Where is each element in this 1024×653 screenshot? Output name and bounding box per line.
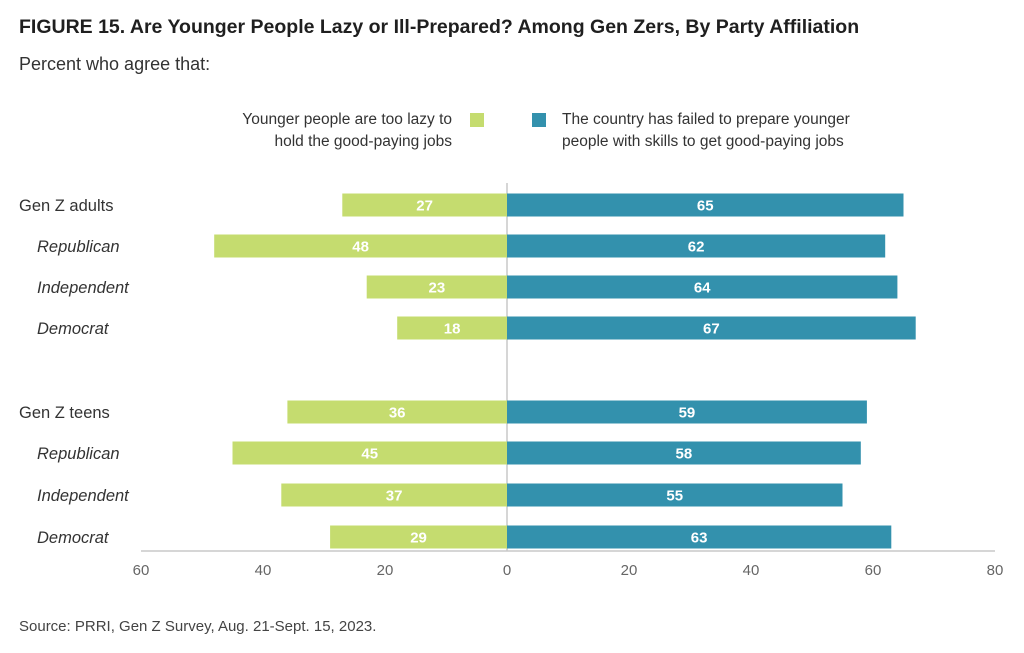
bar-lazy-value: 37	[386, 488, 403, 505]
bar-lazy	[330, 525, 507, 549]
subgroup-label: Democrat	[37, 529, 110, 547]
legend-failed-swatch	[532, 113, 546, 127]
source-note: Source: PRRI, Gen Z Survey, Aug. 21-Sept…	[19, 618, 377, 635]
bar-lazy-value: 36	[389, 405, 406, 422]
x-tick-label: 60	[865, 562, 882, 579]
diverging-bar-chart: 60 40 20 0 20 40 60 80 Gen Z adults 27 65 Republica…	[19, 183, 1004, 579]
bar-lazy-value: 18	[444, 321, 461, 338]
bar-failed	[507, 400, 867, 424]
bar-failed-value: 62	[688, 239, 705, 256]
bar-failed-value: 59	[679, 405, 696, 422]
subgroup-label: Democrat	[37, 320, 110, 338]
x-tick-label: 0	[503, 562, 511, 579]
legend-lazy-line2: hold the good-paying jobs	[274, 133, 452, 150]
x-tick-label: 20	[621, 562, 638, 579]
group-label: Gen Z teens	[19, 404, 110, 422]
x-tick-label: 60	[133, 562, 150, 579]
bar-lazy	[342, 193, 507, 217]
x-tick-label: 80	[987, 562, 1004, 579]
bar-lazy-value: 45	[361, 446, 378, 463]
x-tick-label: 40	[255, 562, 272, 579]
bar-lazy	[281, 483, 507, 507]
legend-lazy-swatch	[470, 113, 484, 127]
x-tick-label: 20	[377, 562, 394, 579]
bar-lazy-value: 29	[410, 530, 427, 547]
subgroup-label: Independent	[37, 487, 130, 505]
bar-failed-value: 67	[703, 321, 720, 338]
legend-lazy-line1: Younger people are too lazy to	[242, 111, 452, 128]
bar-lazy	[397, 316, 507, 340]
subgroup-label: Republican	[37, 238, 120, 256]
bar-lazy	[214, 234, 507, 258]
bar-lazy-value: 48	[352, 239, 369, 256]
bar-lazy-value: 23	[429, 280, 446, 297]
bar-failed-value: 58	[676, 446, 693, 463]
bar-lazy	[232, 441, 507, 465]
bar-failed	[507, 316, 916, 340]
bar-failed	[507, 483, 843, 507]
legend-failed-line1: The country has failed to prepare younge…	[562, 111, 850, 128]
group-label: Gen Z adults	[19, 197, 113, 215]
chart-subtitle: Percent who agree that:	[19, 54, 211, 74]
bar-failed-value: 65	[697, 198, 714, 215]
bar-lazy	[366, 275, 507, 299]
bar-failed	[507, 193, 904, 217]
bar-lazy	[287, 400, 507, 424]
legend-lazy: Younger people are too lazy to hold the …	[242, 109, 452, 153]
bar-failed	[507, 275, 898, 299]
bar-failed	[507, 234, 886, 258]
chart-title: FIGURE 15. Are Younger People Lazy or Il…	[19, 16, 860, 38]
subgroup-label: Republican	[37, 445, 120, 463]
subgroup-label: Independent	[37, 279, 130, 297]
bar-failed-value: 64	[694, 280, 711, 297]
x-tick-label: 40	[743, 562, 760, 579]
legend-failed: The country has failed to prepare younge…	[562, 109, 850, 153]
bar-failed	[507, 525, 892, 549]
bar-failed-value: 63	[691, 530, 708, 547]
bar-failed	[507, 441, 861, 465]
bar-lazy-value: 27	[416, 198, 433, 215]
legend-failed-line2: people with skills to get good-paying jo…	[562, 133, 844, 150]
bar-failed-value: 55	[666, 488, 683, 505]
